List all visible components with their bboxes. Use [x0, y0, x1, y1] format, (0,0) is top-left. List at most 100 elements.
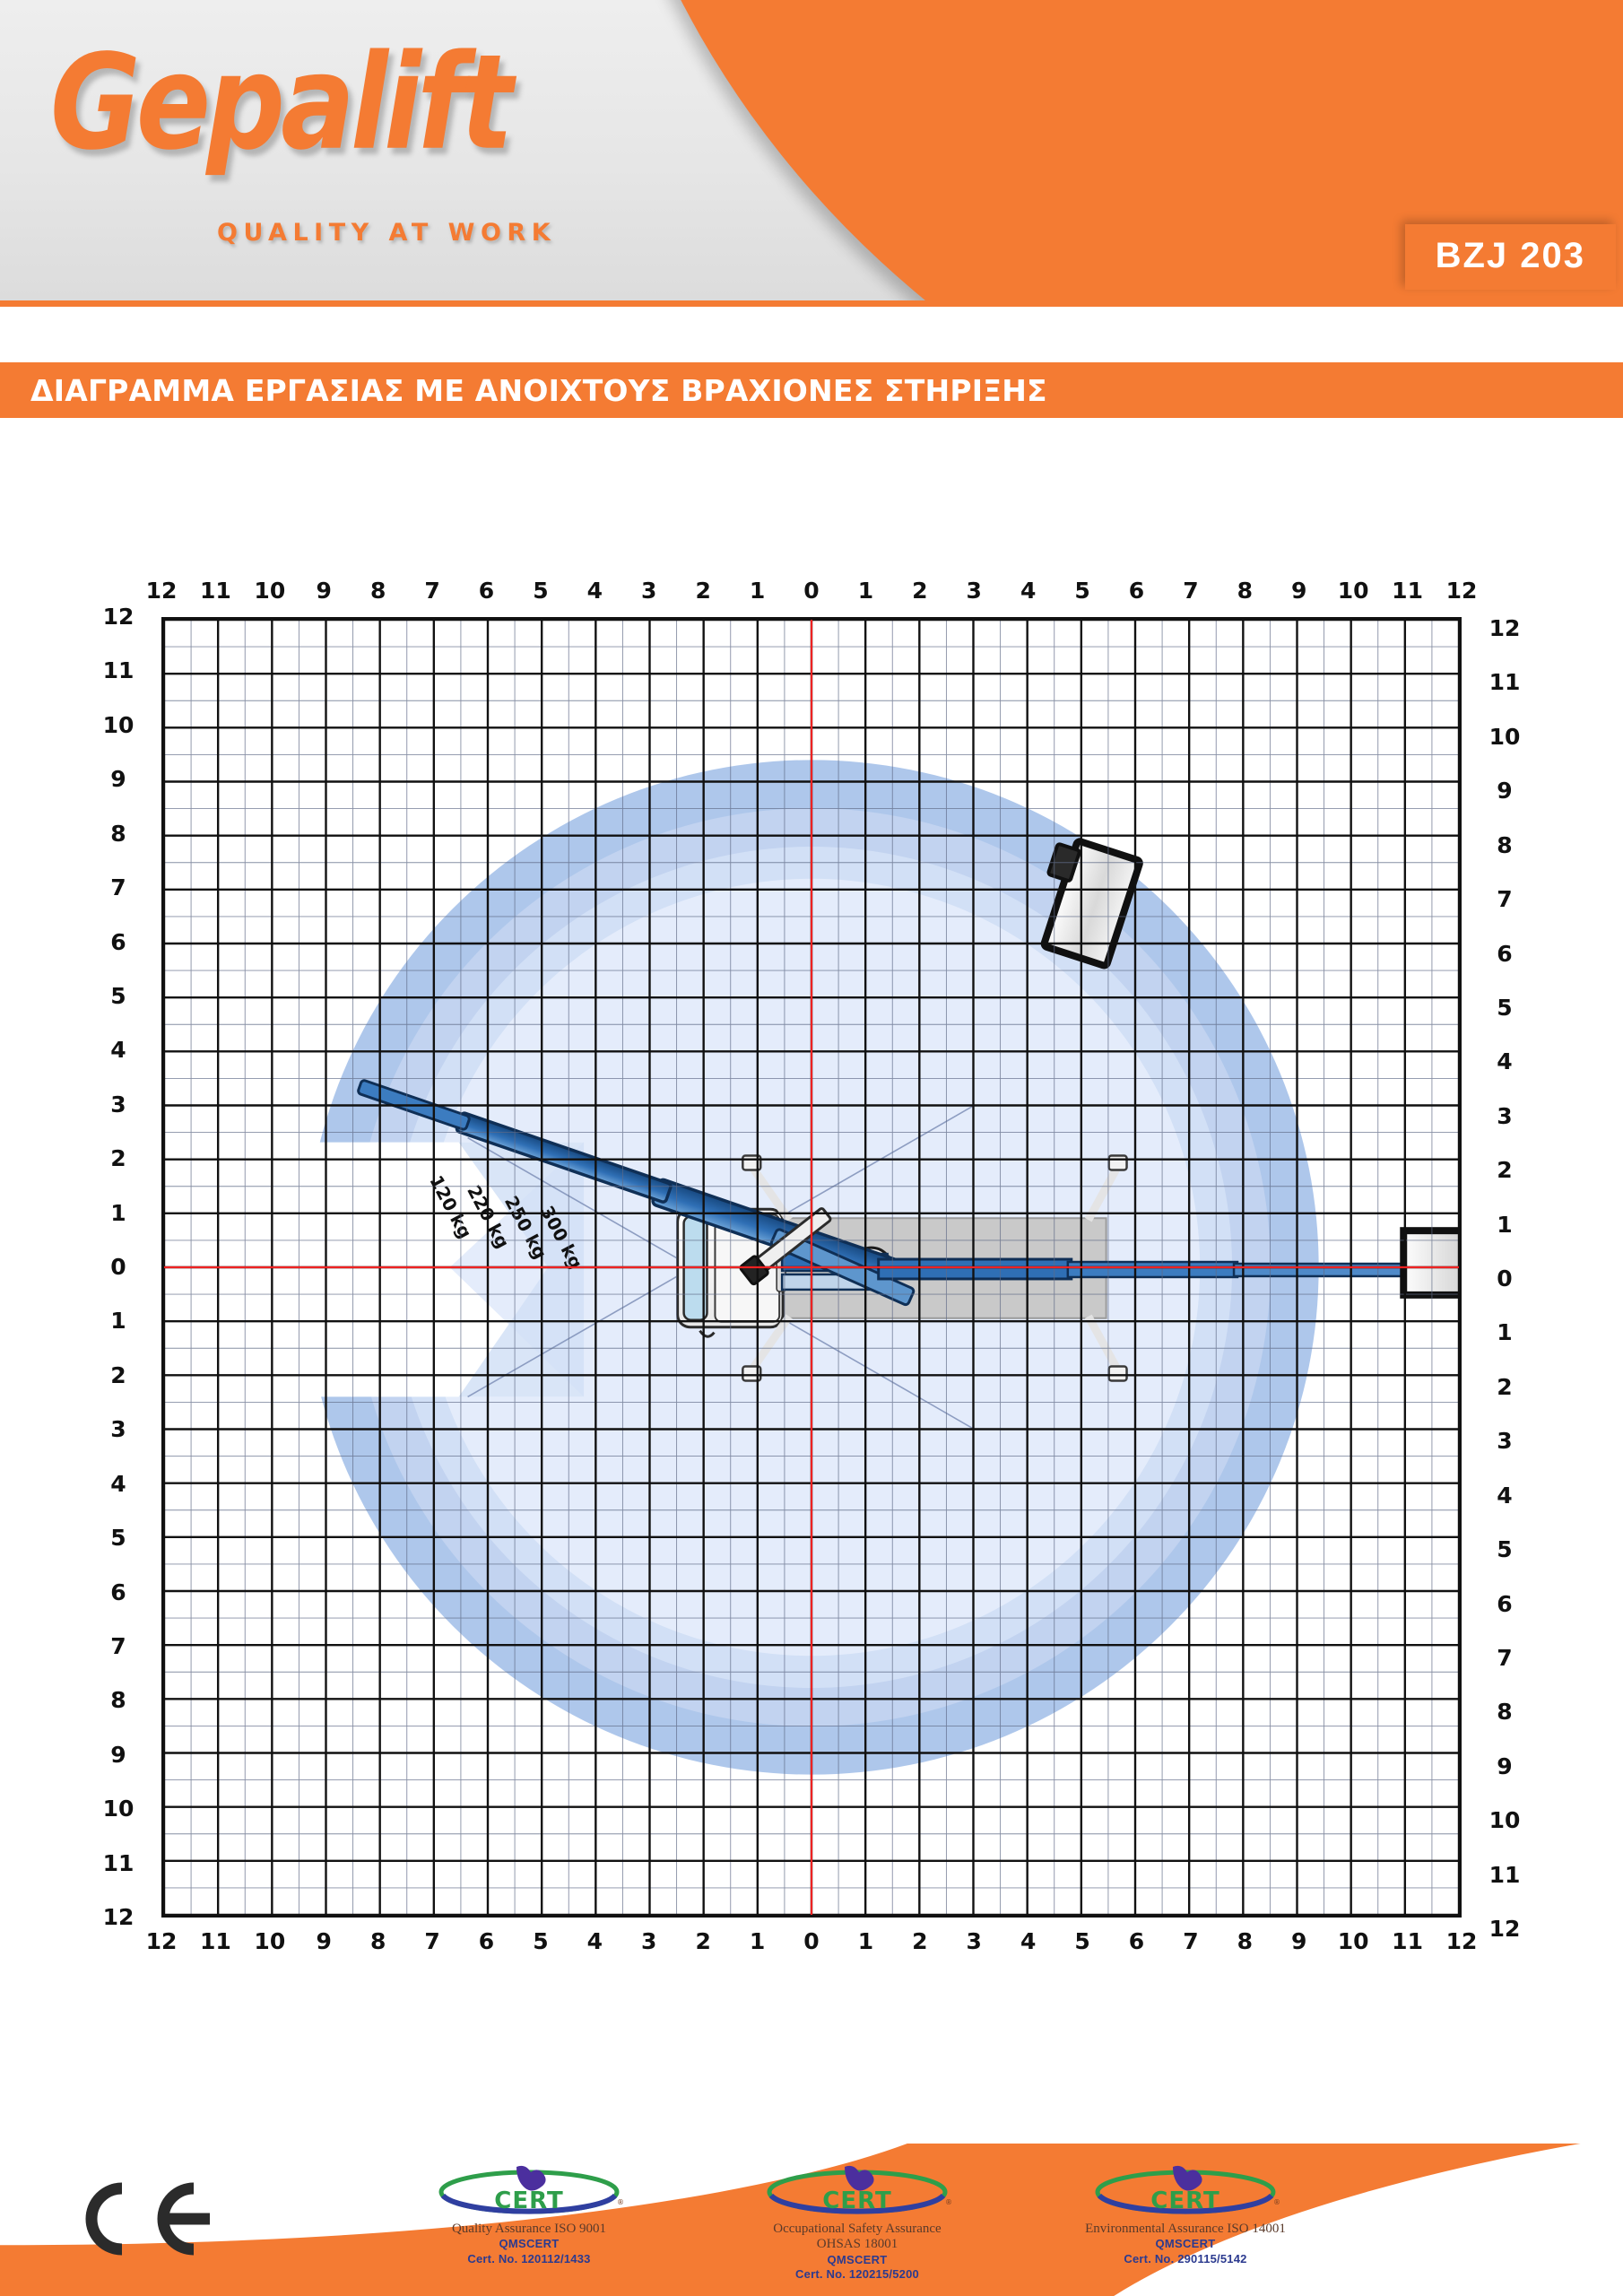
axis-tick: 3 [110, 1416, 126, 1443]
axis-tick: 4 [586, 1928, 603, 1954]
axis-tick: 11 [102, 657, 135, 684]
chart-grid [164, 620, 1459, 1915]
axis-tick: 7 [110, 874, 126, 901]
svg-text:CERT: CERT [822, 2187, 891, 2214]
axis-tick: 11 [1392, 578, 1423, 604]
axis-tick: 0 [110, 1254, 126, 1280]
axis-tick: 7 [424, 578, 440, 604]
axis-tick: 12 [1488, 615, 1521, 641]
axis-tick: 2 [1497, 1157, 1513, 1184]
axis-tick: 11 [102, 1849, 135, 1876]
axis-tick: 2 [695, 578, 711, 604]
axis-tick: 2 [912, 578, 928, 604]
axis-tick: 11 [1392, 1928, 1423, 1954]
axis-tick: 6 [478, 578, 495, 604]
axis-tick: 10 [254, 1928, 286, 1954]
axis-tick: 8 [369, 1928, 386, 1954]
axis-tick: 2 [110, 1361, 126, 1388]
axis-tick: 11 [1488, 1861, 1521, 1888]
axis-tick: 9 [316, 1928, 332, 1954]
cert-issuer: QMSCERT [499, 2237, 560, 2251]
axis-tick: 8 [110, 820, 126, 847]
axis-tick: 9 [316, 578, 332, 604]
axis-tick: 4 [586, 578, 603, 604]
axis-tick: 8 [369, 578, 386, 604]
page-header: Gepalift QUALITY AT WORK BZJ 203 [0, 0, 1623, 300]
axis-tick: 9 [1497, 1752, 1513, 1779]
axis-tick: 2 [1497, 1373, 1513, 1400]
svg-text:®: ® [1273, 2198, 1280, 2206]
axis-tick: 3 [641, 578, 657, 604]
axis-tick: 4 [1020, 1928, 1037, 1954]
axis-tick: 5 [1074, 1928, 1090, 1954]
axis-tick: 1 [857, 1928, 874, 1954]
certification-logo: CERT ® Environmental Assurance ISO 14001 QM… [1051, 2165, 1320, 2267]
axis-tick: 10 [1488, 723, 1521, 750]
axis-tick: 7 [1497, 1644, 1513, 1671]
axis-tick: 1 [1497, 1211, 1513, 1238]
aerial-basket-side [1400, 1227, 1459, 1299]
diagram-title-bar: ΔΙΑΓΡΑΜΜΑ ΕΡΓΑΣΙΑΣ ΜΕ ΑΝΟΙΧΤΟΥΣ ΒΡΑΧΙΟΝΕ… [0, 362, 1623, 418]
axis-tick: 0 [803, 1928, 820, 1954]
svg-text:CERT: CERT [1150, 2187, 1219, 2214]
cert-logo-icon: CERT ® [723, 2165, 992, 2221]
axis-tick: 8 [1237, 578, 1254, 604]
axis-tick: 6 [110, 1578, 126, 1605]
axis-tick: 10 [254, 578, 286, 604]
axis-tick: 5 [110, 982, 126, 1009]
axis-tick: 10 [1488, 1807, 1521, 1834]
axis-tick: 0 [1497, 1265, 1513, 1292]
axis-tick: 4 [110, 1470, 126, 1497]
axis-tick: 10 [102, 1796, 135, 1822]
axis-tick: 7 [1183, 578, 1199, 604]
svg-text:®: ® [617, 2198, 624, 2206]
axis-tick: 3 [966, 1928, 982, 1954]
axis-tick: 0 [803, 578, 820, 604]
side-boom [877, 1257, 1407, 1281]
axis-tick: 1 [110, 1199, 126, 1226]
axis-tick: 3 [1497, 1102, 1513, 1129]
axis-tick: 11 [200, 578, 231, 604]
axis-tick: 3 [110, 1091, 126, 1118]
cert-number: Cert. No. 290115/5142 [1124, 2252, 1247, 2266]
axis-tick: 4 [1497, 1048, 1513, 1075]
axis-tick: 4 [1497, 1482, 1513, 1509]
envelope-notch [248, 1142, 585, 1397]
working-diagram: 12 11 10 9 8 7 6 5 4 3 2 1 0 1 2 3 4 5 6 7 8 9 10 11 12 12 11 10 9 8… [0, 502, 1623, 2108]
cert-line-1: Quality Assurance ISO 9001 [451, 2222, 607, 2236]
svg-text:CERT: CERT [494, 2187, 563, 2214]
axis-tick: 1 [749, 1928, 766, 1954]
axis-tick: 7 [1497, 886, 1513, 913]
axis-tick: 12 [1488, 1916, 1521, 1942]
axis-tick: 1 [857, 578, 874, 604]
axis-tick: 8 [110, 1687, 126, 1714]
axis-tick: 2 [110, 1145, 126, 1172]
cert-logo-icon: CERT ® [1051, 2165, 1320, 2221]
axis-tick: 5 [533, 578, 549, 604]
envelope-notch-inner [458, 1142, 585, 1397]
cert-line-1: Occupational Safety Assurance [773, 2222, 942, 2236]
axis-tick: 7 [110, 1632, 126, 1659]
axis-tick: 8 [1497, 1699, 1513, 1726]
model-badge: BZJ 203 [1404, 224, 1616, 290]
cert-issuer: QMSCERT [1155, 2237, 1216, 2251]
axis-tick: 2 [912, 1928, 928, 1954]
axis-tick: 6 [1128, 578, 1145, 604]
axis-tick: 1 [749, 578, 766, 604]
axis-tick: 2 [695, 1928, 711, 1954]
axis-tick: 4 [110, 1037, 126, 1064]
axis-tick: 8 [1497, 831, 1513, 858]
axis-tick: 1 [1497, 1319, 1513, 1346]
axis-tick: 10 [1337, 578, 1369, 604]
axis-tick: 5 [533, 1928, 549, 1954]
axis-tick: 12 [102, 604, 135, 630]
certification-logo: CERT ® Occupational Safety Assurance OHSAS … [723, 2165, 992, 2283]
axis-tick: 12 [145, 578, 178, 604]
axis-tick: 8 [1237, 1928, 1254, 1954]
cert-logo-icon: CERT ® [395, 2165, 664, 2221]
center-crosshair [164, 620, 1459, 1915]
diagram-title: ΔΙΑΓΡΑΜΜΑ ΕΡΓΑΣΙΑΣ ΜΕ ΑΝΟΙΧΤΟΥΣ ΒΡΑΧΙΟΝΕ… [30, 372, 1047, 408]
cert-number: Cert. No. 120112/1433 [467, 2252, 591, 2266]
axis-tick: 6 [110, 928, 126, 955]
